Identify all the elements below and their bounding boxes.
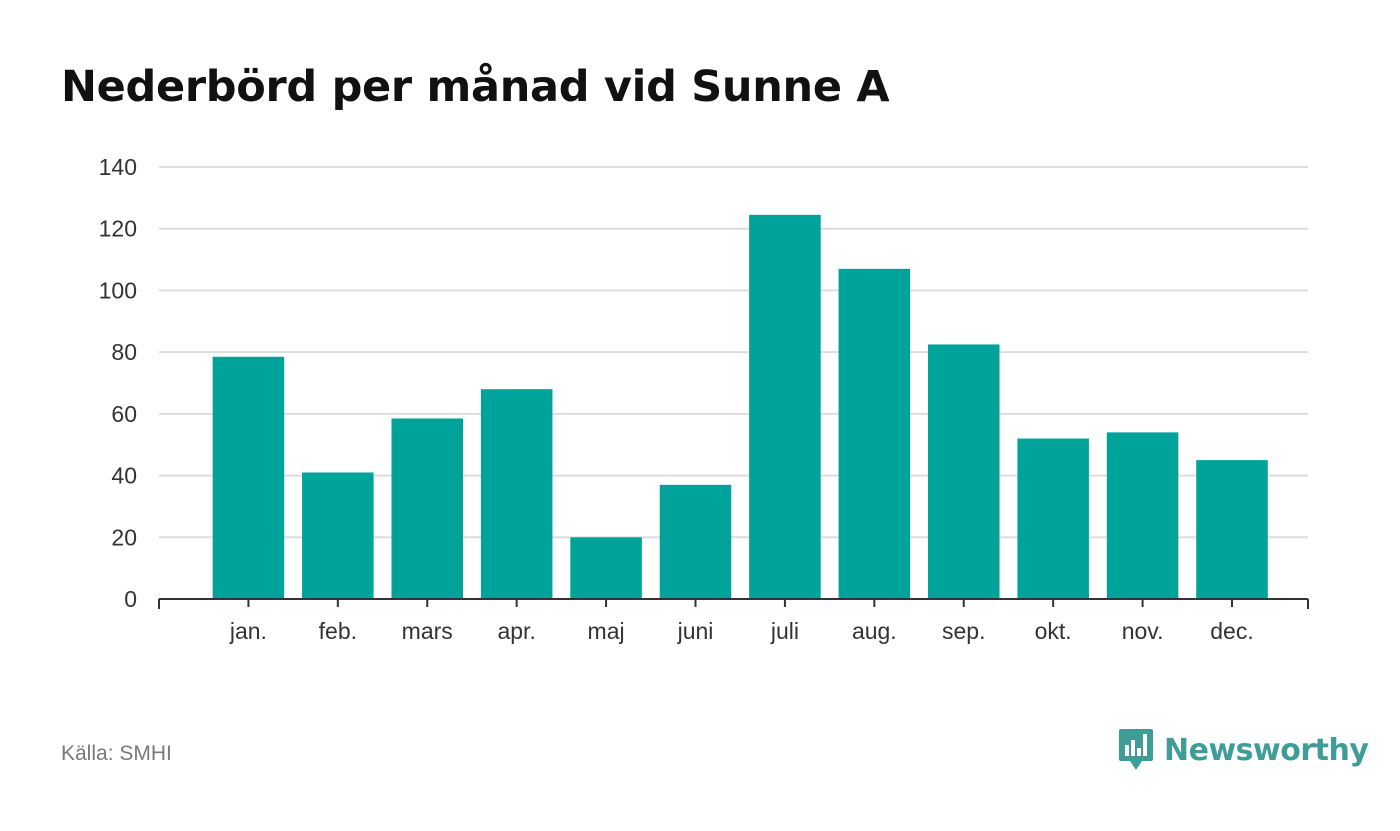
x-tick-label: juli (770, 618, 799, 644)
y-tick-label: 120 (99, 216, 137, 242)
bar (749, 214, 821, 600)
bar (212, 356, 285, 599)
bar (480, 389, 553, 599)
y-tick-label: 0 (124, 586, 137, 612)
x-tick-label: juni (677, 618, 714, 644)
bar (659, 484, 732, 599)
y-tick-label: 20 (111, 524, 137, 550)
bar (838, 268, 911, 599)
y-tick-label: 140 (99, 154, 137, 180)
bar (391, 418, 464, 599)
x-tick-label: nov. (1122, 618, 1164, 644)
bar (570, 537, 642, 599)
y-tick-label: 60 (111, 401, 137, 427)
x-tick-label: maj (588, 618, 625, 644)
bar (927, 344, 1000, 599)
x-tick-label: sep. (942, 618, 985, 644)
x-tick-label: jan. (229, 618, 267, 644)
bar (1196, 460, 1268, 599)
x-tick-label: apr. (497, 618, 535, 644)
x-tick-label: dec. (1210, 618, 1253, 644)
brand-name: Newsworthy (1164, 732, 1369, 768)
y-tick-label: 80 (111, 339, 137, 365)
y-tick-label: 40 (111, 463, 137, 489)
bar (302, 472, 374, 599)
x-tick-label: okt. (1035, 618, 1072, 644)
chart-title: Nederbörd per månad vid Sunne A (61, 62, 890, 112)
x-tick-label: feb. (319, 618, 357, 644)
x-tick-label: aug. (852, 618, 897, 644)
x-tick-label: mars (402, 618, 453, 644)
bar (1106, 432, 1179, 599)
source-label: Källa: SMHI (61, 742, 172, 765)
brand-logo: Newsworthy (1118, 728, 1369, 772)
y-tick-label: 100 (99, 277, 137, 303)
bar (1017, 438, 1089, 599)
bar-chart-speech-bubble-icon (1119, 729, 1153, 770)
bar-chart: 0 20 40 60 80 100 120 140 jan. feb. mars apr. maj jun… (99, 154, 1309, 644)
